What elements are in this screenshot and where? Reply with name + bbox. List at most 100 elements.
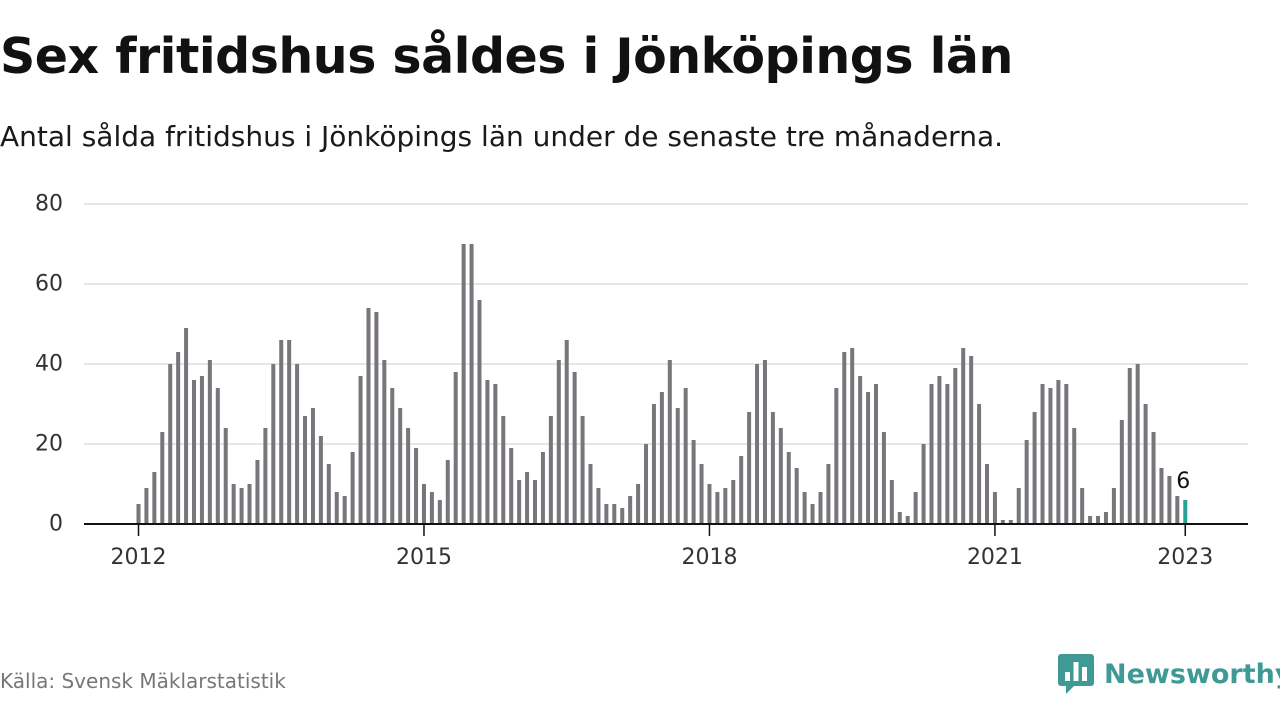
bar [977, 404, 982, 524]
bar [739, 456, 744, 524]
bar [533, 480, 537, 524]
bar [406, 428, 411, 524]
bar [873, 384, 878, 524]
bar [953, 368, 958, 524]
bar [762, 360, 767, 524]
bar [850, 348, 855, 524]
source-note: Källa: Svensk Mäklarstatistik [0, 669, 286, 693]
bar [1151, 432, 1156, 524]
bar [636, 484, 641, 524]
bar [525, 472, 530, 524]
bar [215, 388, 220, 524]
bar [1024, 440, 1029, 524]
bar [1064, 384, 1069, 524]
bar [818, 492, 823, 524]
bar [326, 464, 331, 524]
bar [445, 460, 450, 524]
bar [961, 348, 966, 524]
bar [199, 376, 204, 524]
bar [747, 412, 752, 524]
bar [897, 512, 902, 524]
bar [1096, 516, 1101, 524]
bar [136, 504, 141, 524]
bar [414, 448, 419, 524]
bar [1119, 420, 1124, 524]
bar [184, 328, 189, 524]
bar [1000, 520, 1005, 524]
x-tick-label: 2018 [681, 545, 737, 570]
bar [1016, 488, 1021, 524]
bar [366, 308, 371, 524]
bar [247, 484, 252, 524]
x-tick-label: 2021 [967, 545, 1023, 570]
bar [334, 492, 339, 524]
y-tick-label: 20 [35, 432, 63, 457]
y-tick-label: 60 [35, 272, 63, 297]
bar [588, 464, 593, 524]
bar [152, 472, 157, 524]
bar [342, 496, 347, 524]
bar [699, 464, 704, 524]
bar-chart: 0 20 40 60 80 6 2012 2015 2018 2021 2023 [35, 192, 1248, 570]
bar [596, 488, 601, 524]
bar [620, 508, 625, 524]
bar [469, 244, 474, 524]
bar [628, 496, 633, 524]
bar [556, 360, 561, 524]
bar [398, 408, 403, 524]
bar [207, 360, 212, 524]
bar [279, 340, 284, 524]
bar [144, 488, 149, 524]
bar [358, 376, 363, 524]
bar [715, 492, 720, 524]
y-tick-label: 80 [35, 192, 63, 217]
bar [239, 488, 244, 524]
bar [985, 464, 990, 524]
bar [866, 392, 871, 524]
bar [778, 428, 783, 524]
y-tick-label: 0 [49, 512, 63, 537]
bar [295, 364, 300, 524]
bar [1048, 388, 1053, 524]
bar [1111, 488, 1116, 524]
newsworthy-logo: Newsworthy [1058, 652, 1280, 696]
bar [802, 492, 807, 524]
bar [176, 352, 181, 524]
bar [540, 452, 545, 524]
bar [842, 352, 847, 524]
bar [675, 408, 680, 524]
bar [303, 416, 308, 524]
bar [1008, 520, 1013, 524]
bar [223, 428, 228, 524]
y-tick-label: 40 [35, 352, 63, 377]
bar [723, 488, 728, 524]
data-label: 6 [1176, 469, 1190, 494]
bar [548, 416, 553, 524]
bar [485, 380, 490, 524]
bar [770, 412, 775, 524]
chart-subtitle: Antal sålda fritidshus i Jönköpings län … [0, 120, 1004, 153]
bar [160, 432, 165, 524]
bar [374, 312, 379, 524]
bar [382, 360, 387, 524]
bar [945, 384, 950, 524]
bar [834, 388, 839, 524]
bar [921, 444, 926, 524]
bar [881, 432, 886, 524]
bar [572, 372, 577, 524]
bar [1103, 512, 1108, 524]
bar [992, 492, 997, 524]
bar [858, 376, 863, 524]
bar [826, 464, 831, 524]
bar [1159, 468, 1164, 524]
bar [429, 492, 434, 524]
bar [644, 444, 649, 524]
bar [683, 388, 688, 524]
bar [1088, 516, 1093, 524]
bar [350, 452, 355, 524]
bar [651, 404, 656, 524]
bar [192, 380, 197, 524]
bar [564, 340, 569, 524]
bar [310, 408, 315, 524]
bar [231, 484, 236, 524]
